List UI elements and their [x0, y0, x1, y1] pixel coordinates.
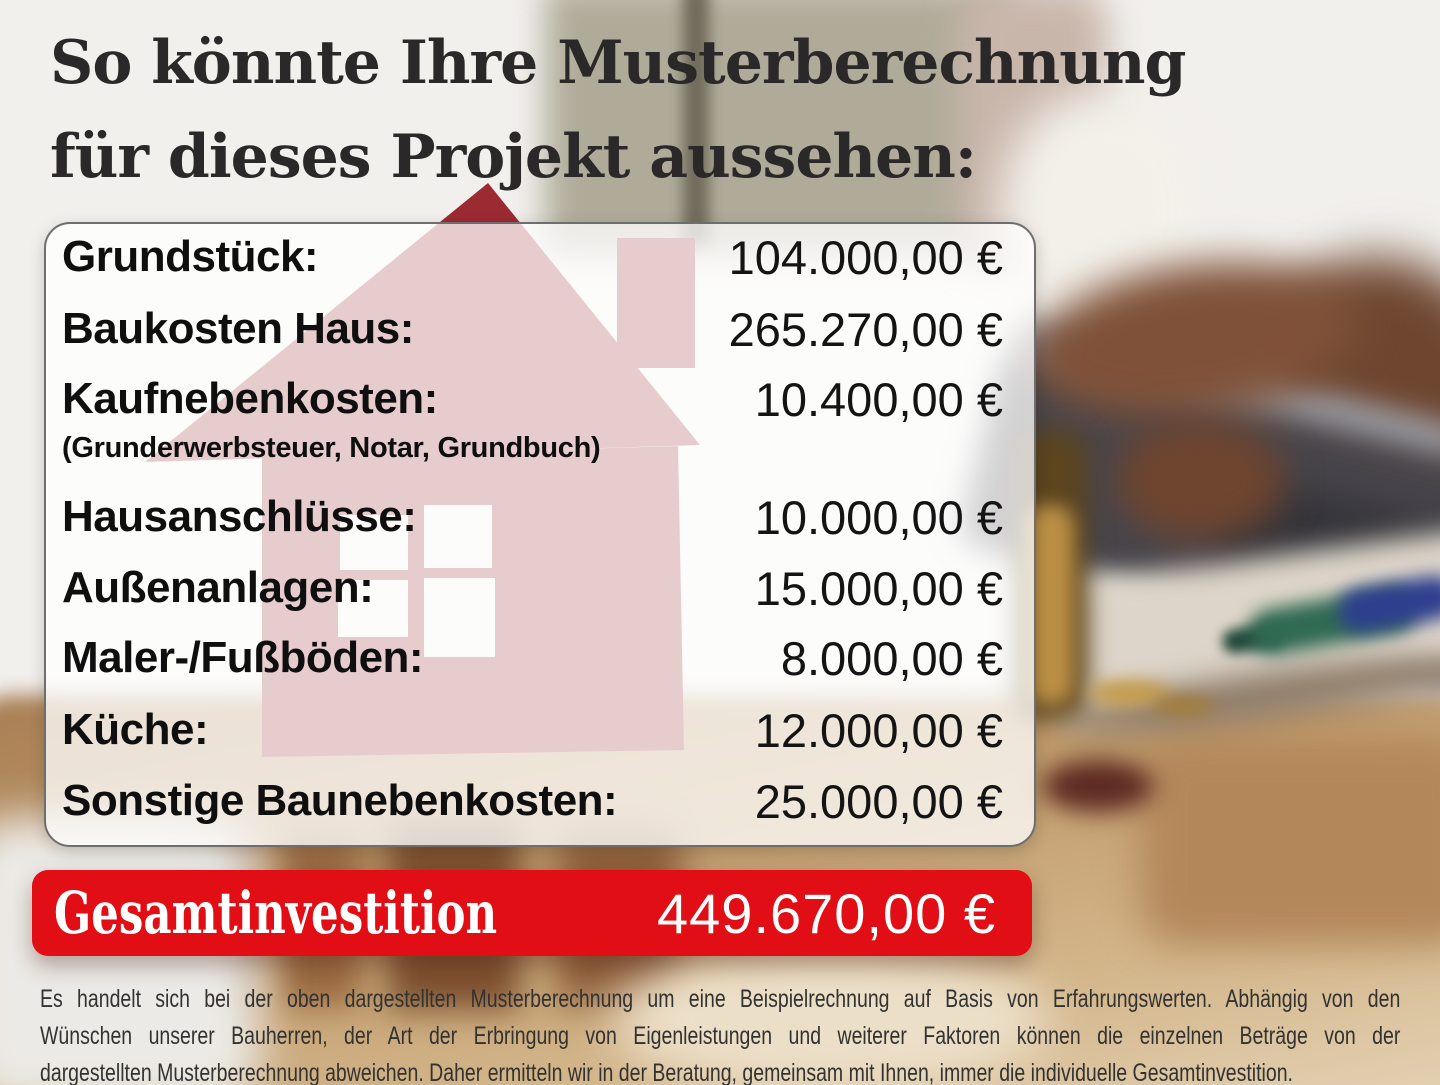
wood-table-blob: [1140, 735, 1440, 945]
row-value: 265.270,00 €: [728, 302, 1003, 356]
hand-blob: [1115, 420, 1285, 540]
table-row: Außenanlagen: 15.000,00 €: [62, 559, 1003, 617]
row-value: 10.000,00 €: [754, 490, 1003, 544]
row-label: Küche:: [62, 705, 209, 754]
dark-red-blob: [1042, 760, 1154, 812]
table-row: Kaufnebenkosten: 10.400,00 €: [62, 370, 1003, 428]
wall-blob: [545, 0, 1015, 255]
row-label: Hausanschlüsse:: [62, 492, 417, 541]
total-value: 449.670,00 €: [657, 881, 996, 945]
page-title-line-1: So könnte Ihre Musterberechnung: [50, 28, 1186, 98]
row-value: 12.000,00 €: [754, 703, 1003, 757]
disclaimer-line: Es handelt sich bei der oben dargestellt…: [40, 985, 1401, 1013]
disclaimer-line: Wünschen unserer Bauherren, der Art der …: [40, 1022, 1401, 1050]
row-value: 8.000,00 €: [780, 631, 1003, 685]
total-investment-bar: Gesamtinvestition 449.670,00 €: [32, 870, 1032, 956]
table-row: Hausanschlüsse: 10.000,00 €: [62, 488, 1003, 546]
table-row: Sonstige Baunebenkosten: 25.000,00 €: [62, 772, 1003, 830]
row-value: 104.000,00 €: [728, 230, 1003, 284]
disclaimer-line: dargestellten Musterberechnung abweichen…: [40, 1059, 1293, 1085]
table-highlight-blob: [610, 945, 1050, 1085]
row-label: Kaufnebenkosten:: [62, 374, 438, 423]
row-value: 15.000,00 €: [754, 561, 1003, 615]
row-value: 25.000,00 €: [754, 774, 1003, 828]
row-label: Außenanlagen:: [62, 563, 374, 612]
page-title-line-2: für dieses Projekt aussehen:: [50, 122, 977, 192]
page-title: So könnte Ihre Musterberechnung für dies…: [50, 16, 1186, 204]
coin-blob: [1152, 696, 1214, 716]
table-row: Grundstück: 104.000,00 €: [62, 228, 1003, 286]
table-row: Küche: 12.000,00 €: [62, 701, 1003, 759]
table-row: Maler-/Fußböden: 8.000,00 €: [62, 629, 1003, 687]
table-row: Baukosten Haus: 265.270,00 €: [62, 300, 1003, 358]
row-value: 10.400,00 €: [754, 372, 1003, 426]
disclaimer-text: Es handelt sich bei der oben dargestellt…: [40, 981, 1400, 1085]
row-label: Grundstück:: [62, 232, 319, 281]
door-edge-blob: [683, 0, 709, 245]
row-label: Baukosten Haus:: [62, 304, 414, 353]
row-label: Maler-/Fußböden:: [62, 633, 424, 682]
total-label: Gesamtinvestition: [54, 879, 498, 947]
row-label: Sonstige Baunebenkosten:: [62, 776, 618, 825]
cost-table-panel: [44, 222, 1036, 847]
kaufnebenkosten-subnote: (Grunderwerbsteuer, Notar, Grundbuch): [62, 432, 601, 464]
